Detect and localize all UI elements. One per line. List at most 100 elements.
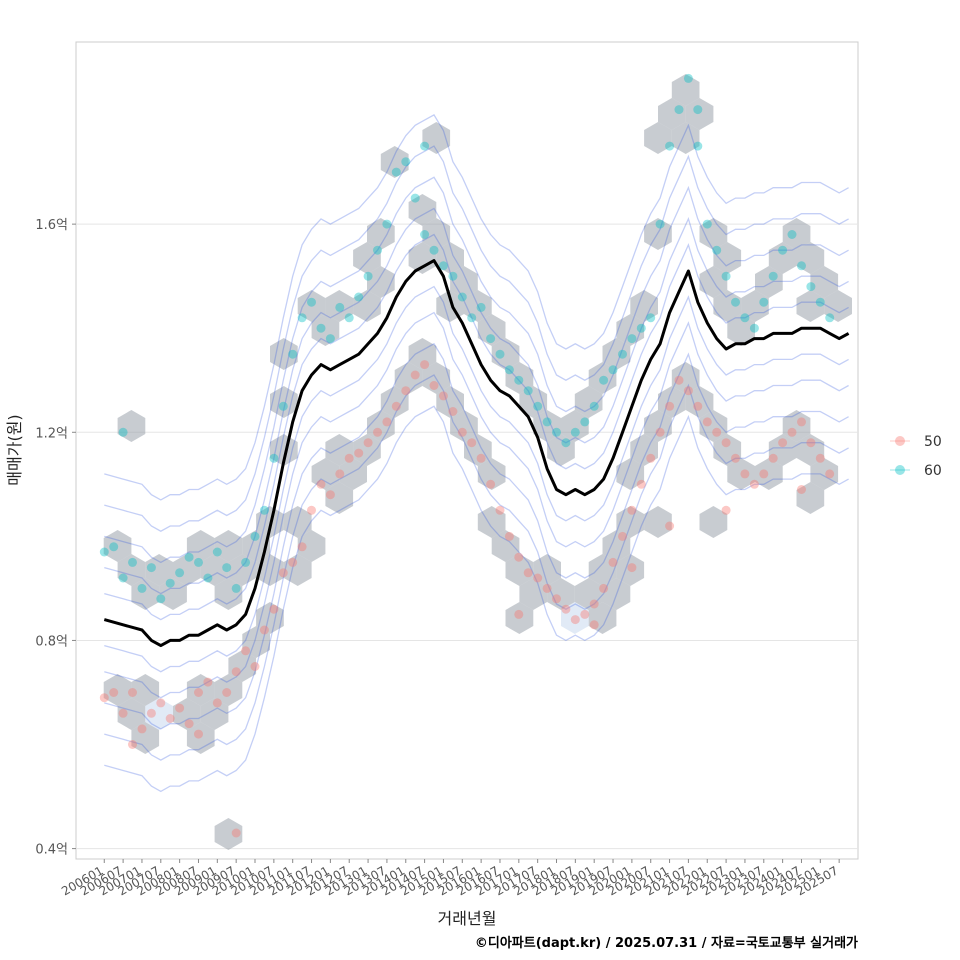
point-series-50 xyxy=(731,453,740,463)
hex-bin xyxy=(228,650,257,682)
hex-bin xyxy=(713,290,742,322)
point-series-50 xyxy=(278,568,288,578)
point-series-50 xyxy=(118,708,128,718)
hex-bin xyxy=(727,314,755,346)
point-series-60 xyxy=(316,323,326,333)
point-series-50 xyxy=(599,583,609,593)
point-series-60 xyxy=(721,271,731,281)
point-series-50 xyxy=(194,729,203,739)
hex-bin xyxy=(588,602,617,634)
y-tick-label: 0.4억 xyxy=(35,843,68,858)
point-series-60 xyxy=(335,302,345,312)
legend-item-60: 60 xyxy=(890,463,942,479)
point-series-60 xyxy=(420,141,430,151)
point-series-60 xyxy=(674,105,684,115)
hex-bin xyxy=(561,410,589,442)
hex-bin xyxy=(283,506,312,538)
hex-bin xyxy=(228,554,257,586)
point-series-50 xyxy=(410,370,420,380)
point-series-60 xyxy=(307,297,316,307)
point-series-60 xyxy=(570,427,580,437)
hex-bin xyxy=(380,146,409,178)
hex-bin xyxy=(671,362,700,394)
hex-bin xyxy=(422,218,451,250)
point-series-60 xyxy=(269,453,279,463)
hex-bin xyxy=(214,530,243,562)
hex-bin xyxy=(131,722,160,754)
point-series-50 xyxy=(99,693,109,703)
point-series-50 xyxy=(627,505,637,515)
hex-bin xyxy=(519,578,548,610)
point-series-60 xyxy=(128,557,137,567)
hex-bin xyxy=(464,434,492,466)
point-series-60 xyxy=(363,271,373,281)
hex-bin xyxy=(270,338,298,370)
point-series-50 xyxy=(165,714,175,723)
point-series-60 xyxy=(740,313,750,323)
hex-bin xyxy=(505,554,534,586)
point-series-60 xyxy=(646,313,656,323)
point-series-50 xyxy=(721,438,731,448)
point-series-50 xyxy=(212,698,222,708)
point-series-60 xyxy=(768,271,778,281)
point-series-50 xyxy=(797,485,806,494)
point-series-60 xyxy=(589,401,599,411)
point-series-60 xyxy=(401,157,411,167)
hex-bin xyxy=(103,674,132,706)
point-series-60 xyxy=(250,531,260,541)
legend: 50 60 xyxy=(890,434,942,479)
hex-bin xyxy=(214,578,243,610)
hex-bin xyxy=(159,578,187,610)
point-series-50 xyxy=(486,479,496,489)
point-series-50 xyxy=(608,557,618,567)
hex-bin xyxy=(755,266,783,298)
hex-bin xyxy=(297,290,326,322)
point-series-60 xyxy=(749,323,759,333)
hex-bin xyxy=(630,434,658,466)
hex-bin xyxy=(671,122,700,154)
hex-bin xyxy=(644,122,672,154)
point-series-50 xyxy=(128,688,137,697)
hex-bin xyxy=(547,434,575,466)
point-series-60 xyxy=(514,375,524,385)
point-series-60 xyxy=(382,219,392,229)
density-contours xyxy=(104,114,849,793)
hex-bin xyxy=(283,554,312,586)
hex-bin xyxy=(616,458,645,490)
point-series-60 xyxy=(627,334,637,344)
point-series-50 xyxy=(655,427,665,437)
point-series-60 xyxy=(457,292,467,302)
hex-bin xyxy=(768,242,797,274)
point-series-50 xyxy=(806,438,816,448)
point-series-50 xyxy=(391,401,401,411)
point-series-50 xyxy=(542,583,552,593)
y-tick-label: 1.2억 xyxy=(35,426,68,441)
point-series-50 xyxy=(175,703,185,713)
point-series-60 xyxy=(815,297,825,307)
point-series-60 xyxy=(787,230,797,239)
point-series-60 xyxy=(759,297,769,307)
point-series-60 xyxy=(354,292,364,302)
point-series-50 xyxy=(702,417,712,427)
hex-bin xyxy=(311,314,340,346)
x-axis-title: 거래년월 xyxy=(438,909,497,928)
hex-bin xyxy=(796,242,825,274)
density-contour xyxy=(104,311,849,699)
point-series-60 xyxy=(165,578,175,588)
point-series-50 xyxy=(259,625,269,635)
point-series-50 xyxy=(457,427,467,437)
point-series-50 xyxy=(184,719,194,729)
trend-line xyxy=(103,259,850,648)
point-series-60 xyxy=(608,365,618,375)
point-series-50 xyxy=(448,407,458,416)
hex-bin xyxy=(339,458,367,490)
hex-bin xyxy=(117,410,146,442)
hex-bin xyxy=(810,266,839,298)
point-series-50 xyxy=(693,401,703,411)
hex-bin xyxy=(644,218,672,250)
point-series-50 xyxy=(297,542,307,552)
hex-bin xyxy=(810,458,839,490)
hex-bin xyxy=(270,434,298,466)
point-series-60 xyxy=(184,552,194,562)
hex-bin xyxy=(713,434,742,466)
